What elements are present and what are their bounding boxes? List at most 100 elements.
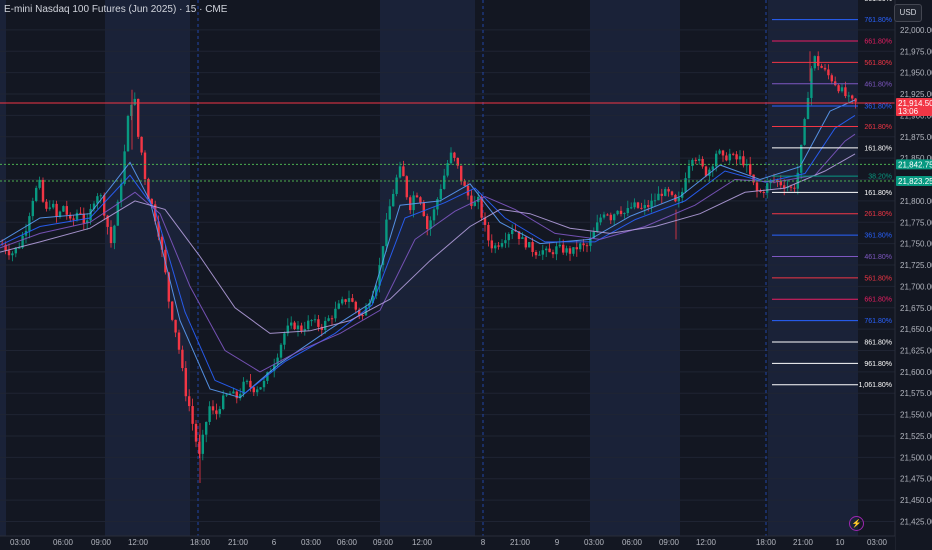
fib-extension: 861.80% 761.80% 661.80% 561.80% 461.80% 361.8…	[772, 0, 892, 389]
candle-body	[126, 116, 130, 152]
candle-body	[69, 214, 72, 219]
candle-body	[749, 164, 752, 175]
candle-body	[684, 178, 687, 192]
candle-body	[500, 243, 504, 247]
candle-body	[419, 197, 422, 203]
candle-body	[228, 393, 232, 395]
candle-body	[347, 298, 351, 302]
candle-body	[439, 188, 442, 200]
candle-body	[249, 380, 252, 388]
candle-body	[75, 212, 79, 220]
candle-body	[742, 156, 745, 166]
candle-body	[109, 226, 113, 244]
candle-body	[286, 325, 289, 334]
candle-body	[687, 165, 691, 179]
candle-body	[711, 166, 714, 170]
candle-body	[487, 224, 490, 241]
candle-body	[585, 245, 589, 247]
candle-body	[72, 218, 75, 220]
price-tag	[896, 176, 932, 187]
symbol-title[interactable]: E-mini Nasdaq 100 Futures (Jun 2025) · 1…	[4, 4, 228, 15]
price-tag	[896, 159, 932, 170]
candle-body	[300, 325, 303, 331]
x-tick-label: 12:00	[128, 538, 149, 547]
candle-body	[504, 240, 507, 244]
candle-body	[521, 237, 524, 239]
candle-body	[766, 183, 769, 193]
x-tick-label: 21:00	[793, 538, 814, 547]
candle-body	[375, 285, 378, 296]
candle-body	[378, 265, 381, 286]
candle-body	[698, 158, 701, 161]
candle-body	[803, 119, 806, 145]
candle-body	[657, 193, 660, 201]
x-tick-label: 06:00	[622, 538, 643, 547]
candle-body	[806, 97, 810, 120]
moving-average-line	[0, 114, 856, 394]
candle-body	[596, 222, 599, 232]
candle-body	[402, 166, 405, 177]
candle-body	[463, 181, 466, 186]
candle-body	[473, 202, 476, 206]
price-tag-label: 21,823.25	[898, 177, 932, 186]
candle-body	[174, 319, 177, 333]
candle-body	[575, 247, 578, 250]
candle-body	[330, 318, 334, 320]
currency-button[interactable]: USD	[894, 4, 922, 22]
moving-average-line	[0, 99, 856, 399]
fib-level-label: 1,061.80%	[859, 382, 892, 389]
candle-body	[606, 214, 609, 216]
candle-body	[41, 180, 45, 202]
candle-body	[817, 56, 820, 66]
candle-body	[541, 250, 544, 255]
candle-body	[52, 203, 55, 208]
candle-body	[735, 154, 738, 160]
candle-body	[86, 220, 89, 224]
candle-body	[385, 219, 388, 247]
session-band	[0, 0, 6, 536]
y-tick-label: 21,425.00	[900, 517, 932, 526]
candle-body	[847, 95, 850, 97]
candle-body	[497, 245, 500, 247]
candle-body	[201, 434, 204, 454]
candle-body	[677, 197, 680, 202]
candle-body	[232, 391, 235, 394]
candle-body	[783, 185, 786, 189]
fib-level-label: 361.80%	[864, 104, 892, 111]
x-tick-label: 21:00	[228, 538, 249, 547]
candle-body	[113, 225, 116, 244]
candle-body	[266, 372, 269, 381]
candle-body	[354, 301, 357, 310]
candle-body	[205, 421, 208, 435]
candle-body	[344, 299, 347, 302]
x-tick-label: 06:00	[53, 538, 74, 547]
candle-body	[133, 98, 136, 105]
candle-body	[429, 220, 432, 229]
candle-body	[432, 209, 436, 221]
y-tick-label: 21,625.00	[900, 346, 932, 355]
candle-body	[810, 68, 813, 98]
fib-level-label: 561.80%	[864, 275, 892, 282]
candle-body	[184, 368, 187, 397]
price-tag-countdown: 13:06	[898, 107, 919, 116]
candle-body	[171, 301, 174, 320]
candle-body	[157, 221, 160, 237]
y-tick-label: 21,725.00	[900, 261, 932, 270]
candle-body	[14, 247, 17, 254]
candle-body	[4, 244, 7, 251]
x-tick-label: 21:00	[510, 538, 531, 547]
y-tick-label: 21,700.00	[900, 282, 932, 291]
lightning-bolt-icon[interactable]: ⚡	[849, 516, 864, 531]
candle-body	[531, 242, 534, 252]
fib-level-label: 761.80%	[864, 17, 892, 24]
candle-body	[558, 244, 561, 247]
candle-body	[480, 196, 483, 218]
candle-body	[534, 251, 538, 256]
candle-body	[358, 309, 361, 316]
candle-body	[538, 254, 541, 256]
fib-level-label: 38.20%	[868, 174, 892, 181]
candle-body	[616, 210, 619, 215]
candle-body	[218, 409, 221, 414]
candle-body	[341, 299, 344, 304]
